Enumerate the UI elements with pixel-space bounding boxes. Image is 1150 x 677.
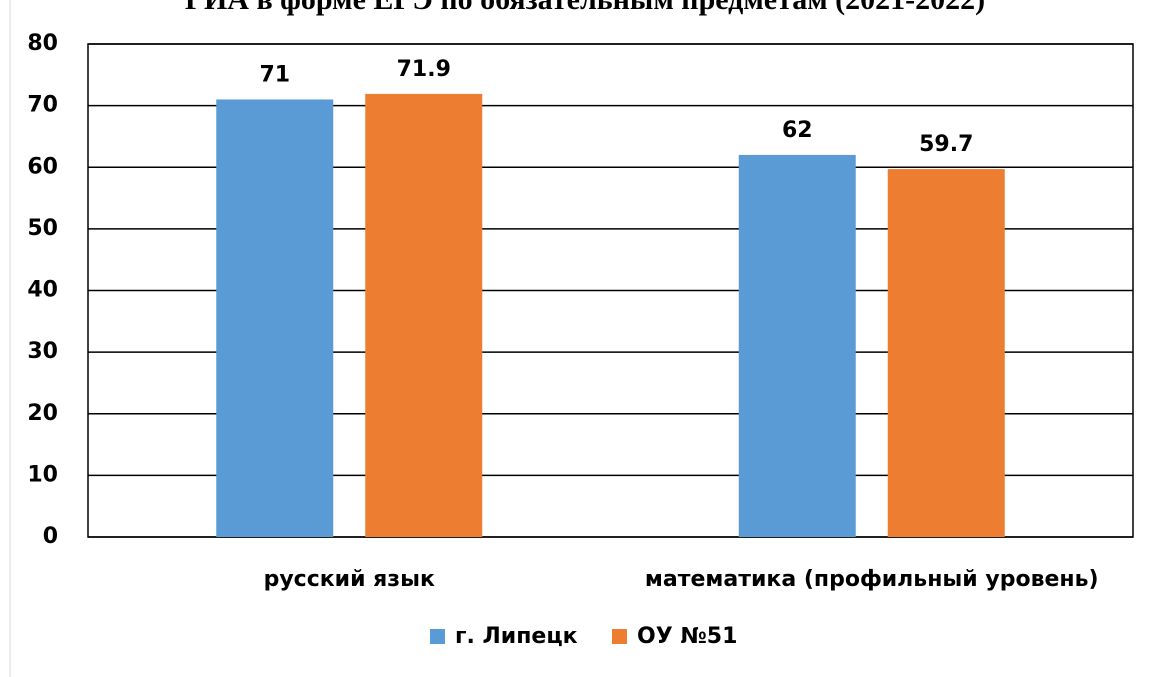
plot-border [87, 43, 1134, 538]
y-tick-label: 20 [27, 401, 58, 426]
y-tick-label: 10 [27, 462, 58, 487]
y-tick-label: 80 [27, 31, 58, 56]
y-tick-label: 70 [27, 93, 58, 118]
legend-swatch [430, 629, 445, 644]
x-tick-label: математика (профильный уровень) [645, 567, 1099, 592]
bar [887, 169, 1005, 537]
chart-title: ГИА в форме ЕГЭ по обязательным предмета… [185, 0, 985, 16]
legend-label: г. Липецк [455, 624, 578, 649]
y-tick-label: 0 [43, 524, 58, 549]
data-label: 59.7 [919, 132, 973, 157]
legend-swatch [612, 629, 627, 644]
x-tick-label: русский язык [264, 567, 435, 592]
data-label: 62 [782, 118, 813, 143]
y-tick-label: 50 [27, 216, 58, 241]
bar [365, 93, 483, 537]
y-tick-label: 40 [27, 278, 58, 303]
data-label: 71 [259, 62, 290, 87]
y-tick-label: 30 [27, 339, 58, 364]
y-tick-label: 60 [27, 154, 58, 179]
bar [216, 99, 334, 538]
bar [738, 154, 856, 538]
data-label: 71.9 [397, 57, 451, 82]
legend-label: ОУ №51 [637, 624, 737, 649]
